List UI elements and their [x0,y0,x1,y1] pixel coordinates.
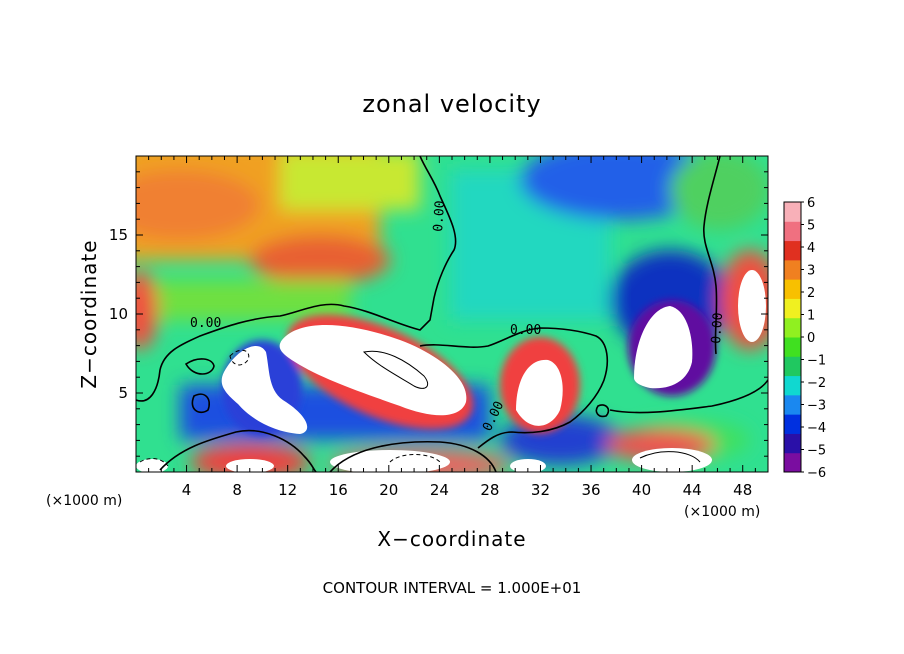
x-tick-label: 48 [733,481,752,499]
plot-area: 0.00 0.00 0.00 0.00 0.00 [136,156,768,472]
core-bottom-small-2 [136,459,168,472]
colorbar-segment [784,298,801,319]
x-axis-label: X−coordinate [377,527,526,551]
y-tick-label: 5 [118,384,128,402]
core-bottom-small-1 [510,459,546,472]
colorbar-tick-label: 3 [807,264,815,279]
contour-dashed-bottom-left [139,458,169,467]
contour-inner-right [639,451,701,463]
colorbar-tick-label: −1 [807,354,826,369]
colorbar-segment [784,240,801,261]
colorbar-tick-label: 0 [807,331,815,346]
x-tick-label: 24 [430,481,449,499]
colorbar-tick-label: 5 [807,219,815,234]
field-patch-blue-top-right [670,156,768,230]
colorbar-segment [784,375,801,396]
core-mid [516,359,563,426]
contour-zero-small-3 [595,404,610,418]
colorbar-tick-label: −6 [807,466,826,481]
colorbar-segment [784,221,801,242]
colorbar-segment [784,356,801,377]
contour-zero-bottom-mid [329,440,497,472]
colorbar-segment [784,317,801,338]
x-tick-label: 16 [329,481,348,499]
colorbar-segment [784,433,801,454]
field-patch-red-bottom-left [190,444,310,472]
field-patch-mid-orange [250,235,390,285]
colorbar-tick-label: −5 [807,444,826,459]
colorbar-tick-label: 4 [807,241,815,256]
x-tick-label: 32 [531,481,550,499]
contour-zero-main [136,156,457,402]
contour-label-1: 0.00 [190,316,221,331]
colorbar-tick-label: −2 [807,376,826,391]
core-right [634,306,693,389]
y-tick-label: 15 [109,226,128,244]
contour-zero-top-right [703,156,721,355]
chart-title: zonal velocity [362,90,541,118]
x-tick-label: 28 [480,481,499,499]
colorbar-tick-label: 6 [807,196,815,211]
x-tick-label: 8 [232,481,242,499]
core-top-right [738,270,766,342]
contour-dashed-left [229,349,250,366]
core-left [221,345,308,434]
field-patch-upper-core [136,170,260,240]
colorbar-tick-label: 2 [807,286,815,301]
contour-zero-bottom-left [159,429,317,472]
x-tick-label: 20 [379,481,398,499]
contour-zero-east [609,379,768,414]
colorbar-tick-label: −4 [807,421,826,436]
contour-zero-right [419,327,609,449]
field-patch-yellow-band [280,156,420,210]
x-unit-label: (×1000 m) [684,504,760,520]
colorbar-segment [784,452,801,473]
x-axis: 4 8 12 16 20 24 28 32 36 40 44 48 [148,156,756,499]
x-tick-label: 36 [581,481,600,499]
colorbar-segment [784,202,801,222]
contour-inner-jet [362,350,429,389]
colorbar-segment [784,414,801,434]
y-unit-label: (×1000 m) [46,493,122,509]
x-tick-label: 12 [278,481,297,499]
saturated-cores [136,270,766,472]
y-tick-label: 10 [109,305,128,323]
colorbar-segment [784,259,801,280]
y-axis: 5 10 15 [109,171,768,457]
contour-interval-note: CONTOUR INTERVAL = 1.000E+01 [323,579,582,597]
x-tick-label: 4 [182,481,192,499]
contour-dashed-bottom [389,454,441,463]
colorbar-segment [784,337,801,357]
x-tick-label: 40 [632,481,651,499]
colorbar-segment [784,279,801,299]
field-patch-blue-top [520,156,720,220]
field-patch-green-left [136,280,350,320]
x-tick-label: 44 [683,481,702,499]
contour-zero-small-2 [191,393,210,414]
colorbar-tick-label: −3 [807,399,826,414]
colorbar-segment [784,394,801,415]
contour-zero-small-1 [184,358,215,375]
y-axis-label: Z−coordinate [77,239,101,388]
colorbar-tick-label: 1 [807,309,815,324]
contour-label-2: 0.00 [510,323,541,338]
contour-lines [136,156,768,472]
contour-label-3: 0.00 [431,200,448,232]
field-patch-red-left [136,270,158,350]
contour-label-5: 0.00 [709,312,726,344]
core-bottom-mid [330,450,450,472]
colorbar: 6 5 4 3 2 1 0 −1 −2 −3 −4 −5 −6 [783,196,826,481]
core-jet [279,324,467,416]
